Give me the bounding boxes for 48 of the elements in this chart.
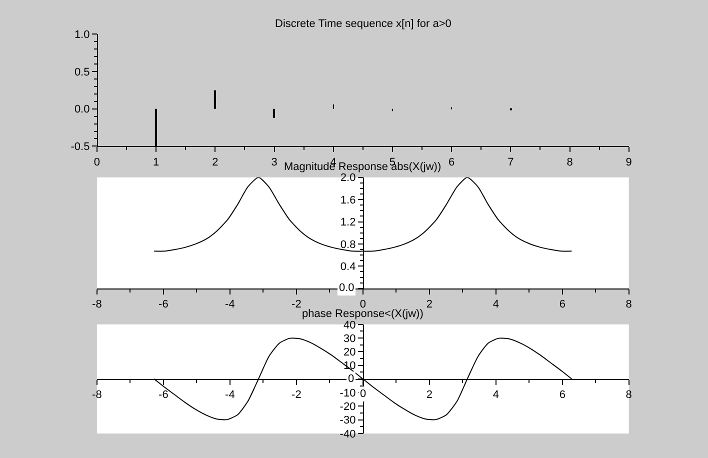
x-tick-label: -4 (225, 389, 235, 402)
y-tick-label: -0.5 (70, 141, 90, 154)
y-tick-label: -30 (340, 414, 356, 427)
x-tick-label: -2 (292, 298, 302, 311)
y-tick-label: 0.0 (339, 282, 354, 294)
bar (272, 108, 275, 118)
y-tick-label: 1.0 (74, 29, 90, 42)
x-tick-label: 1 (152, 156, 160, 168)
x-tick-label: 8 (626, 298, 632, 311)
y-tick-label: 40 (343, 319, 356, 332)
x-tick-label: 6 (559, 389, 566, 402)
x-tick-label: 2 (426, 298, 432, 311)
x-tick-label: 8 (626, 389, 632, 402)
bar (214, 90, 216, 109)
x-tick-label: 0 (360, 298, 366, 311)
x-tick-label: 2 (212, 156, 218, 168)
x-tick-label: 6 (448, 156, 455, 168)
chart-title: phase Response<(X(jw)) (302, 308, 424, 320)
x-tick-label: -8 (92, 298, 102, 311)
x-tick-label: 4 (492, 389, 499, 402)
x-tick-label: 7 (508, 156, 514, 168)
x-tick-label: 4 (492, 298, 499, 311)
x-tick-label: -6 (158, 298, 168, 311)
y-tick-label: 0.0 (74, 104, 90, 116)
x-tick-label: 8 (566, 156, 573, 168)
x-tick-label: 0 (360, 388, 366, 400)
x-tick-label: 6 (559, 298, 566, 311)
y-tick-label: 0 (348, 373, 354, 385)
x-tick-label: -8 (92, 389, 102, 402)
x-tick-label: -4 (225, 298, 235, 311)
y-tick-label: 0.4 (340, 261, 356, 274)
y-tick-label: -10 (340, 387, 356, 400)
y-tick-label: 0.5 (74, 66, 90, 78)
y-tick-label: 1.2 (340, 216, 356, 229)
chart-title: Discrete Time sequence x[n] for a>0 (275, 18, 452, 30)
x-tick-label: 9 (626, 156, 632, 168)
y-tick-label: -20 (340, 401, 356, 414)
y-tick-label: 1.6 (340, 194, 356, 206)
x-tick-label: 2 (426, 389, 432, 402)
y-tick-label: 20 (343, 346, 356, 359)
y-tick-label: 0.8 (340, 238, 356, 251)
x-tick-label: -6 (158, 389, 168, 402)
y-tick-label: 30 (343, 332, 356, 345)
y-tick-label: -40 (340, 428, 356, 440)
x-tick-label: 3 (271, 156, 278, 168)
y-tick-label: 2.0 (340, 172, 356, 184)
x-tick-label: -2 (292, 389, 302, 402)
x-tick-label: 0 (94, 156, 100, 168)
